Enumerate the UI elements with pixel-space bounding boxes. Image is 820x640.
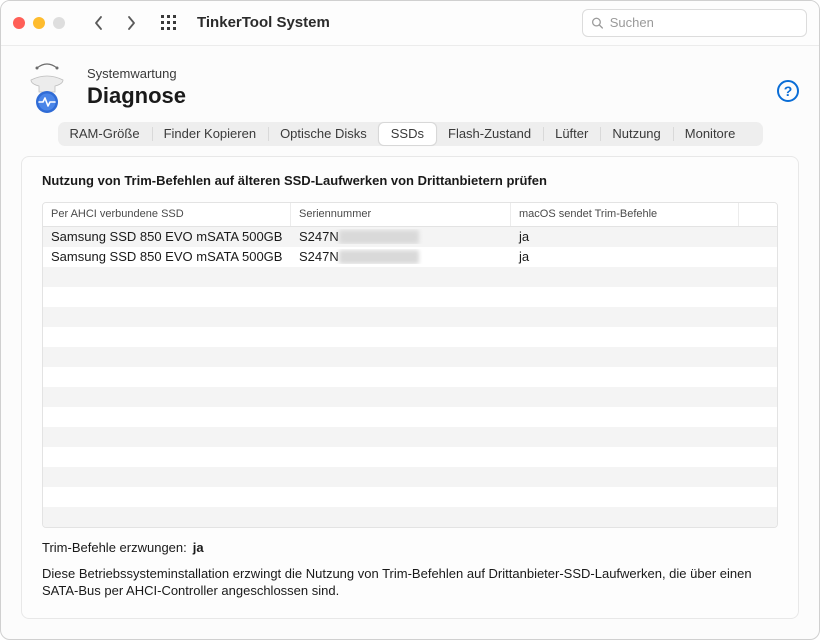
zoom-window-button xyxy=(53,17,65,29)
content: Nutzung von Trim-Befehlen auf älteren SS… xyxy=(1,146,819,639)
table-row-empty xyxy=(43,287,777,307)
trim-forced-value: ja xyxy=(193,540,204,555)
cell-device: Samsung SSD 850 EVO mSATA 500GB xyxy=(43,229,291,244)
grid-icon xyxy=(161,15,177,31)
column-trim[interactable]: macOS sendet Trim-Befehle xyxy=(511,203,739,226)
breadcrumb: Systemwartung xyxy=(87,66,186,81)
table-row-empty xyxy=(43,387,777,407)
table-row-empty xyxy=(43,327,777,347)
tab-ram[interactable]: RAM-Größe xyxy=(58,122,152,146)
trim-description: Diese Betriebssysteminstallation erzwing… xyxy=(42,565,778,600)
ssd-table: Per AHCI verbundene SSD Seriennummer mac… xyxy=(42,202,778,528)
search-field[interactable] xyxy=(582,9,807,37)
tab-flash[interactable]: Flash-Zustand xyxy=(436,122,543,146)
search-input[interactable] xyxy=(610,15,798,30)
tinkertool-icon xyxy=(21,62,73,114)
panel-title: Nutzung von Trim-Befehlen auf älteren SS… xyxy=(42,173,778,188)
apps-grid-button[interactable] xyxy=(155,11,183,35)
tab-fans[interactable]: Lüfter xyxy=(543,122,600,146)
table-row-empty xyxy=(43,427,777,447)
table-row-empty xyxy=(43,407,777,427)
column-device[interactable]: Per AHCI verbundene SSD xyxy=(43,203,291,226)
cell-trim: ja xyxy=(511,249,739,264)
table-row-empty xyxy=(43,447,777,467)
diagnose-icon xyxy=(23,62,71,114)
table-row-empty xyxy=(43,267,777,287)
table-row[interactable]: Samsung SSD 850 EVO mSATA 500GBS247Nja xyxy=(43,227,777,247)
column-serial[interactable]: Seriennummer xyxy=(291,203,511,226)
tab-optical[interactable]: Optische Disks xyxy=(268,122,379,146)
header-text: Systemwartung Diagnose xyxy=(87,66,186,109)
table-row[interactable]: Samsung SSD 850 EVO mSATA 500GBS247Nja xyxy=(43,247,777,267)
window-title: TinkerTool System xyxy=(197,14,330,31)
column-spacer xyxy=(739,203,777,226)
table-body: Samsung SSD 850 EVO mSATA 500GBS247NjaSa… xyxy=(43,227,777,527)
cell-trim: ja xyxy=(511,229,739,244)
help-button[interactable]: ? xyxy=(777,80,799,102)
tab-usage[interactable]: Nutzung xyxy=(600,122,672,146)
chevron-left-icon xyxy=(94,15,104,31)
trim-forced-label: Trim-Befehle erzwungen: xyxy=(42,540,187,555)
tab-monitors[interactable]: Monitore xyxy=(673,122,748,146)
nav-buttons xyxy=(85,11,145,35)
tab-bar: RAM-GrößeFinder KopierenOptische DisksSS… xyxy=(58,122,763,146)
tab-finder[interactable]: Finder Kopieren xyxy=(152,122,269,146)
cell-serial: S247N xyxy=(291,249,511,264)
table-row-empty xyxy=(43,367,777,387)
help-icon: ? xyxy=(784,83,793,99)
page-header: Systemwartung Diagnose ? xyxy=(1,46,819,122)
table-row-empty xyxy=(43,307,777,327)
ssd-panel: Nutzung von Trim-Befehlen auf älteren SS… xyxy=(21,156,799,619)
titlebar: TinkerTool System xyxy=(1,1,819,46)
minimize-window-button[interactable] xyxy=(33,17,45,29)
tab-ssds[interactable]: SSDs xyxy=(378,122,437,146)
close-window-button[interactable] xyxy=(13,17,25,29)
table-row-empty xyxy=(43,487,777,507)
forward-button[interactable] xyxy=(117,11,145,35)
window-controls xyxy=(13,17,65,29)
chevron-right-icon xyxy=(126,15,136,31)
cell-device: Samsung SSD 850 EVO mSATA 500GB xyxy=(43,249,291,264)
table-row-empty xyxy=(43,467,777,487)
table-header: Per AHCI verbundene SSD Seriennummer mac… xyxy=(43,203,777,227)
table-row-empty xyxy=(43,507,777,527)
cell-serial: S247N xyxy=(291,229,511,244)
search-icon xyxy=(591,16,604,30)
app-window: TinkerTool System Systemwartung Diagnose… xyxy=(0,0,820,640)
page-title: Diagnose xyxy=(87,83,186,109)
table-row-empty xyxy=(43,347,777,367)
trim-forced-row: Trim-Befehle erzwungen: ja xyxy=(42,540,778,555)
back-button[interactable] xyxy=(85,11,113,35)
